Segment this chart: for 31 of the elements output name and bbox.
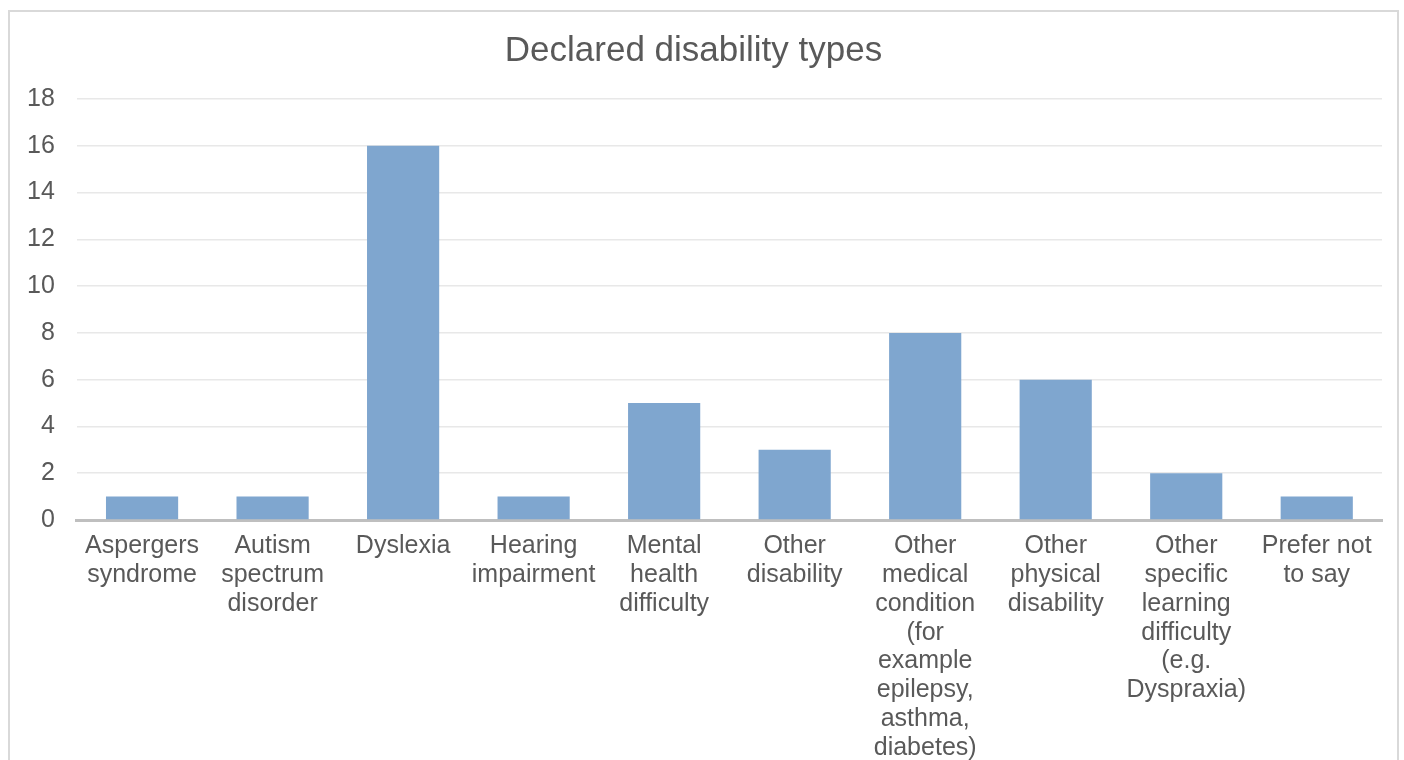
x-tick-label: Prefer not to say (1261, 530, 1372, 588)
bar (628, 403, 701, 520)
bar (1019, 379, 1092, 520)
bar (236, 496, 309, 520)
chart-title: Declared disability types (504, 28, 883, 68)
bar (1280, 496, 1353, 520)
y-tick-label: 12 (27, 223, 55, 252)
y-tick-label: 16 (27, 129, 55, 158)
bar (497, 496, 570, 520)
y-tick-label: 0 (40, 503, 55, 532)
x-tick-label: Other physical disability (1007, 530, 1105, 616)
y-tick-label: 8 (40, 316, 55, 345)
y-tick-label: 2 (40, 457, 55, 486)
y-tick-label: 6 (40, 363, 55, 392)
x-tick-label: Other medical condition (for example epilepsy, asthma, diabetes) (873, 530, 977, 760)
x-tick-label: Dyslexia (355, 530, 451, 559)
y-tick-label: 14 (27, 176, 55, 205)
bar (367, 145, 440, 520)
x-tick-label: Autism spectrum disorder (221, 530, 324, 616)
y-tick-label: 18 (27, 82, 55, 111)
bar (758, 449, 831, 520)
x-tick-label: Mental health difficulty (619, 530, 710, 616)
x-tick-label: Hearing impairment (471, 530, 596, 588)
x-tick-label: Aspergers syndrome (85, 530, 200, 588)
x-tick-label: Other disability (746, 530, 844, 588)
y-tick-label: 10 (27, 270, 55, 298)
x-tick-label: Other specific learning difficulty (e.g. Dyspraxia) (1126, 530, 1246, 703)
y-tick-label: 4 (40, 410, 55, 439)
bar (1150, 473, 1223, 520)
bar (889, 332, 962, 520)
bar (105, 496, 179, 520)
